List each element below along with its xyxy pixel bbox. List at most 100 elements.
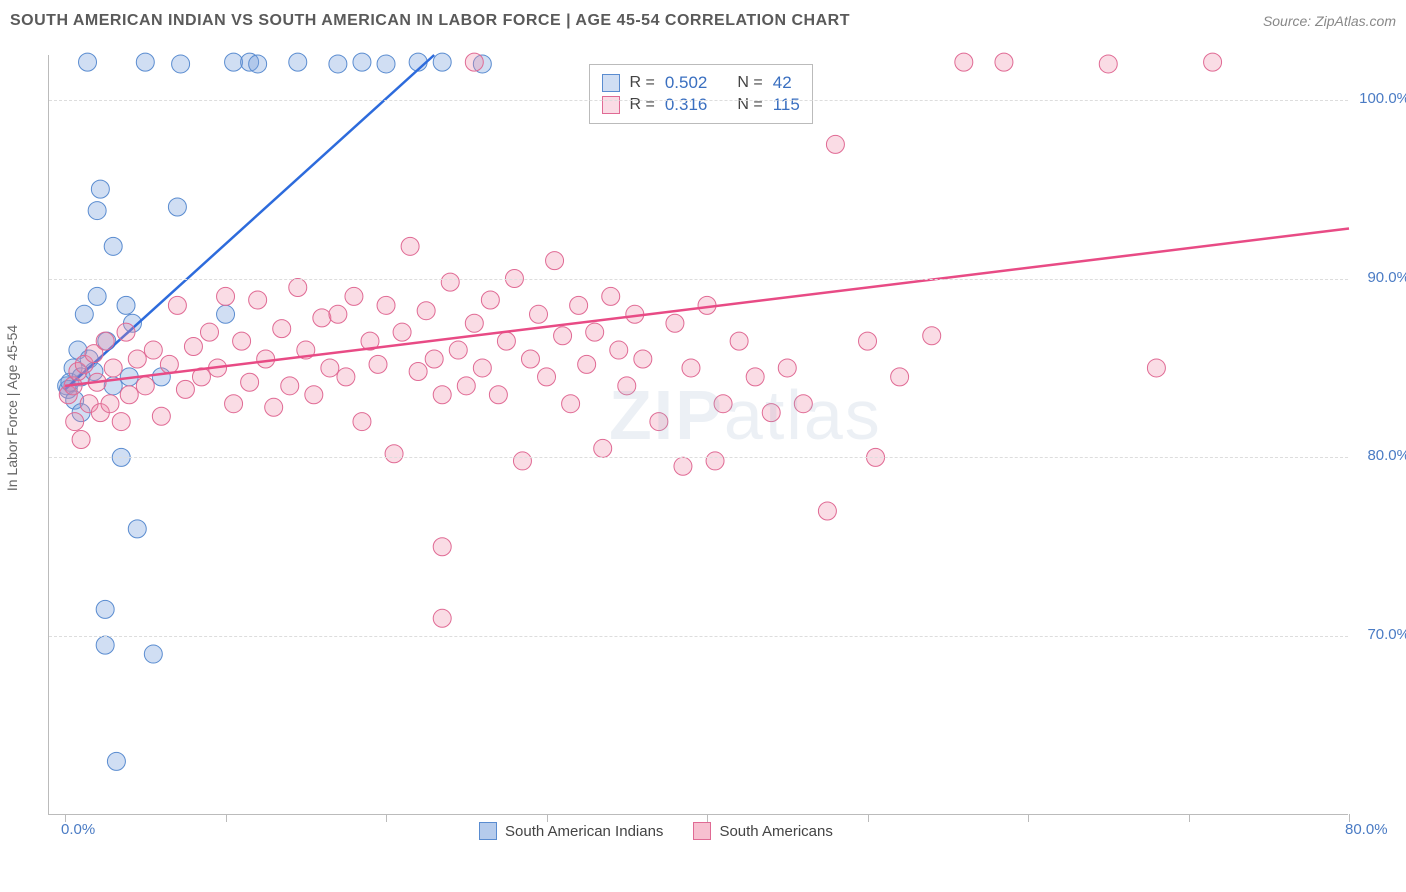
scatter-point	[778, 359, 796, 377]
scatter-point	[433, 53, 451, 71]
scatter-point	[117, 296, 135, 314]
y-tick-label: 100.0%	[1359, 90, 1406, 107]
scatter-point	[401, 237, 419, 255]
scatter-point	[433, 386, 451, 404]
scatter-point	[578, 355, 596, 373]
scatter-point	[554, 327, 572, 345]
scatter-point	[682, 359, 700, 377]
scatter-point	[497, 332, 515, 350]
scatter-point	[168, 198, 186, 216]
series-legend-label: South Americans	[719, 823, 832, 840]
scatter-point	[337, 368, 355, 386]
x-tick	[547, 814, 548, 822]
y-tick-label: 90.0%	[1367, 269, 1406, 286]
scatter-point	[746, 368, 764, 386]
gridline-horizontal	[49, 100, 1348, 101]
scatter-point	[826, 135, 844, 153]
scatter-point	[674, 457, 692, 475]
scatter-point	[152, 407, 170, 425]
scatter-point	[172, 55, 190, 73]
scatter-point	[96, 600, 114, 618]
scatter-point	[538, 368, 556, 386]
scatter-point	[666, 314, 684, 332]
series-legend: South American Indians South Americans	[479, 822, 833, 840]
x-tick	[707, 814, 708, 822]
scatter-point	[995, 53, 1013, 71]
scatter-point	[117, 323, 135, 341]
scatter-point	[249, 55, 267, 73]
x-tick-label: 80.0%	[1345, 821, 1388, 838]
scatter-point	[369, 355, 387, 373]
scatter-point	[120, 386, 138, 404]
scatter-point	[321, 359, 339, 377]
scatter-point	[257, 350, 275, 368]
scatter-point	[513, 452, 531, 470]
series-legend-label: South American Indians	[505, 823, 663, 840]
x-tick-label: 0.0%	[61, 821, 95, 838]
scatter-point	[104, 359, 122, 377]
chart-plot-area: ZIPatlas R =0.502N =42R =0.316N =115 Sou…	[48, 55, 1348, 815]
scatter-point	[730, 332, 748, 350]
scatter-point	[602, 287, 620, 305]
scatter-point	[385, 445, 403, 463]
scatter-point	[457, 377, 475, 395]
x-tick	[226, 814, 227, 822]
scatter-point	[594, 439, 612, 457]
scatter-point	[281, 377, 299, 395]
scatter-point	[530, 305, 548, 323]
scatter-point	[1204, 53, 1222, 71]
scatter-point	[618, 377, 636, 395]
scatter-point	[160, 355, 178, 373]
scatter-point	[128, 520, 146, 538]
scatter-point	[417, 302, 435, 320]
scatter-point	[91, 180, 109, 198]
scatter-point	[465, 314, 483, 332]
scatter-point	[481, 291, 499, 309]
scatter-point	[923, 327, 941, 345]
scatter-point	[273, 320, 291, 338]
legend-r-value: 0.316	[665, 95, 708, 115]
legend-r-label: R =	[630, 74, 655, 92]
scatter-point	[313, 309, 331, 327]
scatter-point	[225, 395, 243, 413]
scatter-point	[66, 413, 84, 431]
source-name: ZipAtlas.com	[1315, 13, 1396, 29]
scatter-point	[433, 538, 451, 556]
scatter-point	[79, 53, 97, 71]
scatter-point	[144, 341, 162, 359]
gridline-horizontal	[49, 279, 1348, 280]
scatter-point	[265, 398, 283, 416]
scatter-point	[586, 323, 604, 341]
scatter-point	[289, 53, 307, 71]
y-tick-label: 80.0%	[1367, 447, 1406, 464]
scatter-point	[136, 377, 154, 395]
scatter-point	[353, 53, 371, 71]
scatter-point	[409, 363, 427, 381]
legend-n-value: 42	[773, 73, 792, 93]
scatter-point	[217, 305, 235, 323]
gridline-horizontal	[49, 636, 1348, 637]
scatter-point	[88, 202, 106, 220]
series-legend-item: South Americans	[693, 822, 832, 840]
scatter-point	[818, 502, 836, 520]
scatter-point	[955, 53, 973, 71]
scatter-point	[891, 368, 909, 386]
legend-swatch	[693, 822, 711, 840]
scatter-point	[393, 323, 411, 341]
scatter-point	[329, 55, 347, 73]
scatter-point	[305, 386, 323, 404]
chart-header: SOUTH AMERICAN INDIAN VS SOUTH AMERICAN …	[10, 12, 1396, 30]
series-legend-item: South American Indians	[479, 822, 663, 840]
chart-title: SOUTH AMERICAN INDIAN VS SOUTH AMERICAN …	[10, 12, 850, 30]
scatter-point	[200, 323, 218, 341]
scatter-point	[610, 341, 628, 359]
scatter-point	[104, 237, 122, 255]
scatter-point	[168, 296, 186, 314]
y-axis-label: In Labor Force | Age 45-54	[4, 325, 20, 491]
legend-swatch	[602, 74, 620, 92]
scatter-point	[546, 252, 564, 270]
scatter-plot-svg	[49, 55, 1348, 814]
scatter-point	[144, 645, 162, 663]
x-tick	[1189, 814, 1190, 822]
scatter-point	[762, 404, 780, 422]
